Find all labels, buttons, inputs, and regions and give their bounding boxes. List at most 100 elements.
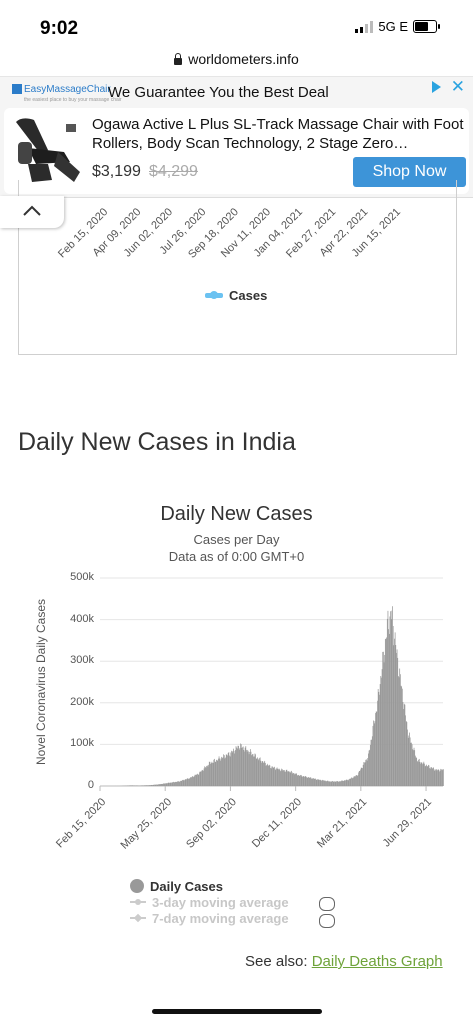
legend-daily-cases[interactable]: Daily Cases (130, 878, 289, 894)
daily-cases-bar[interactable] (364, 762, 366, 786)
daily-cases-bar[interactable] (345, 780, 346, 786)
daily-cases-bar[interactable] (313, 778, 315, 786)
daily-cases-bar[interactable] (336, 781, 337, 786)
daily-cases-bar[interactable] (314, 778, 316, 786)
daily-cases-bar[interactable] (278, 769, 279, 786)
daily-cases-bar[interactable] (255, 758, 257, 786)
daily-cases-bar[interactable] (324, 780, 326, 786)
daily-cases-bar[interactable] (133, 785, 135, 786)
daily-cases-bar[interactable] (325, 781, 327, 786)
daily-cases-bar[interactable] (431, 767, 433, 786)
daily-cases-bar[interactable] (236, 747, 238, 786)
daily-cases-bar[interactable] (390, 611, 391, 786)
daily-cases-bar[interactable] (441, 770, 443, 786)
daily-cases-bar[interactable] (134, 785, 136, 786)
daily-cases-bar[interactable] (401, 686, 403, 786)
daily-cases-bar[interactable] (311, 778, 313, 786)
daily-cases-bar[interactable] (295, 773, 297, 786)
daily-cases-bar[interactable] (400, 685, 402, 786)
daily-cases-bar[interactable] (420, 762, 422, 786)
daily-cases-bar[interactable] (293, 773, 294, 786)
daily-cases-bar[interactable] (429, 768, 431, 786)
daily-cases-bar[interactable] (207, 766, 209, 787)
daily-cases-bar[interactable] (150, 785, 152, 786)
daily-cases-bar[interactable] (388, 633, 390, 786)
daily-cases-bar[interactable] (386, 637, 388, 786)
daily-cases-bar[interactable] (202, 770, 204, 786)
daily-cases-bar[interactable] (178, 781, 180, 786)
daily-cases-bar[interactable] (398, 676, 399, 786)
daily-cases-bar[interactable] (395, 645, 397, 786)
daily-cases-bar[interactable] (298, 774, 299, 786)
daily-cases-bar[interactable] (376, 711, 378, 786)
daily-cases-bar[interactable] (279, 769, 281, 786)
daily-cases-bar[interactable] (300, 774, 302, 786)
daily-cases-bar[interactable] (146, 785, 148, 786)
daily-cases-bar[interactable] (171, 782, 173, 786)
daily-cases-bar[interactable] (263, 762, 265, 786)
daily-cases-bar[interactable] (131, 785, 133, 786)
daily-cases-bar[interactable] (158, 784, 160, 786)
daily-cases-bar[interactable] (347, 780, 349, 786)
legend-7day-average[interactable]: 7-day moving average (130, 910, 289, 926)
daily-cases-bar[interactable] (239, 747, 241, 786)
daily-cases-bar[interactable] (304, 776, 306, 786)
daily-cases-bar[interactable] (273, 767, 275, 786)
daily-cases-bar[interactable] (427, 766, 429, 786)
daily-cases-bar[interactable] (392, 626, 394, 786)
daily-cases-bar[interactable] (136, 785, 138, 786)
daily-cases-bar[interactable] (271, 766, 273, 786)
daily-cases-bar[interactable] (404, 704, 406, 786)
daily-deaths-graph-link[interactable]: Daily Deaths Graph (311, 953, 443, 970)
daily-cases-bar[interactable] (285, 771, 286, 786)
daily-cases-bar[interactable] (345, 779, 347, 786)
daily-cases-bar[interactable] (283, 770, 285, 786)
daily-cases-bar[interactable] (184, 780, 185, 786)
url-bar[interactable]: worldometers.info (0, 46, 473, 74)
daily-cases-bar[interactable] (250, 751, 252, 786)
daily-cases-bar[interactable] (163, 783, 165, 786)
daily-cases-bar[interactable] (175, 781, 177, 786)
daily-cases-bar[interactable] (272, 766, 273, 787)
daily-cases-bar[interactable] (249, 749, 251, 786)
daily-cases-bar[interactable] (433, 767, 434, 786)
daily-cases-bar[interactable] (315, 778, 316, 786)
daily-cases-bar[interactable] (165, 783, 167, 786)
daily-cases-bar[interactable] (409, 732, 410, 786)
daily-cases-bar[interactable] (435, 769, 437, 786)
daily-cases-bar[interactable] (265, 765, 267, 786)
daily-cases-bar[interactable] (399, 668, 401, 786)
daily-cases-bar[interactable] (306, 777, 308, 786)
daily-cases-bar[interactable] (191, 776, 193, 786)
daily-cases-bar[interactable] (277, 768, 279, 786)
daily-cases-bar[interactable] (443, 769, 444, 786)
daily-cases-bar[interactable] (152, 784, 154, 786)
daily-cases-bar[interactable] (244, 751, 245, 786)
daily-cases-bar[interactable] (236, 748, 238, 787)
daily-cases-bar[interactable] (338, 781, 340, 786)
daily-cases-bar[interactable] (154, 784, 155, 786)
daily-cases-bar[interactable] (169, 782, 171, 786)
daily-cases-bar[interactable] (292, 773, 294, 786)
daily-cases-bar[interactable] (188, 779, 190, 786)
daily-cases-bar[interactable] (347, 780, 348, 786)
daily-cases-bar[interactable] (201, 769, 203, 786)
daily-cases-bar[interactable] (276, 767, 278, 786)
daily-cases-bar[interactable] (270, 768, 272, 786)
daily-cases-bar[interactable] (214, 758, 215, 786)
daily-cases-bar[interactable] (182, 779, 184, 786)
daily-cases-bar[interactable] (330, 781, 332, 786)
daily-cases-bar[interactable] (188, 778, 189, 786)
daily-cases-bar[interactable] (195, 775, 197, 786)
daily-cases-bar[interactable] (337, 781, 339, 786)
daily-cases-bar[interactable] (159, 784, 161, 786)
daily-cases-bar[interactable] (389, 616, 391, 786)
daily-cases-bar[interactable] (416, 757, 418, 786)
daily-cases-bar[interactable] (330, 781, 331, 786)
daily-cases-bar[interactable] (267, 765, 269, 786)
daily-cases-bar[interactable] (234, 753, 236, 786)
daily-cases-bar[interactable] (386, 618, 388, 786)
daily-cases-bar[interactable] (323, 780, 325, 786)
daily-cases-bar[interactable] (246, 749, 247, 786)
daily-cases-bar[interactable] (366, 760, 368, 786)
